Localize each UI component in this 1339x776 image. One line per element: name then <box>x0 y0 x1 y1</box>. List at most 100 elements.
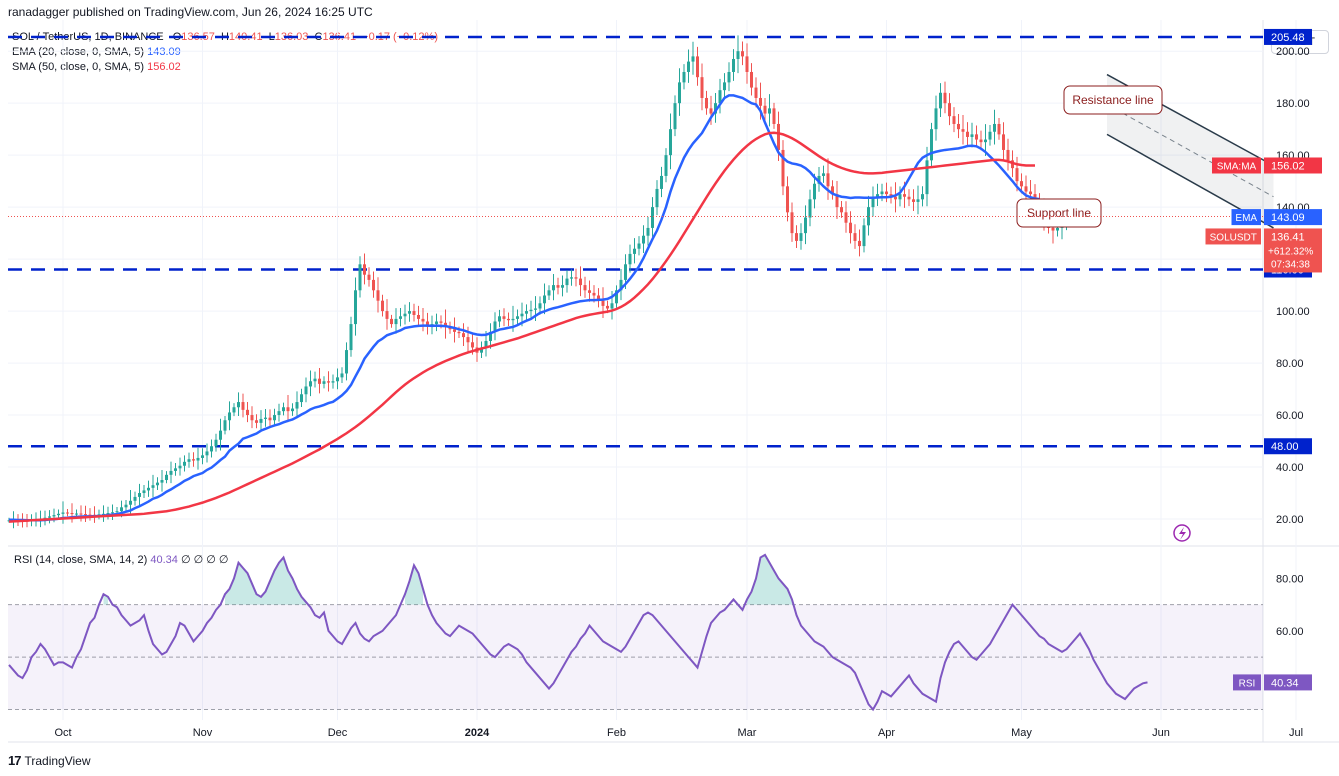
candle-body[interactable] <box>565 278 569 286</box>
candle-body[interactable] <box>853 233 857 241</box>
candle-body[interactable] <box>642 235 645 244</box>
candle-body[interactable] <box>628 253 632 265</box>
candle-body[interactable] <box>1020 181 1023 187</box>
candle-body[interactable] <box>484 340 488 348</box>
candle-body[interactable] <box>633 248 636 254</box>
candle-body[interactable] <box>358 264 362 291</box>
candle-body[interactable] <box>106 513 110 515</box>
candle-body[interactable] <box>129 500 132 505</box>
tradingview-footer[interactable]: 17 TradingView <box>8 753 91 768</box>
price-tag[interactable] <box>1205 228 1262 245</box>
candle-body[interactable] <box>961 129 965 132</box>
candle-body[interactable] <box>907 196 911 200</box>
candle-body[interactable] <box>601 300 605 306</box>
candle-body[interactable] <box>232 407 236 413</box>
candle-body[interactable] <box>282 407 285 412</box>
candle-body[interactable] <box>318 378 321 384</box>
candle-body[interactable] <box>124 504 128 508</box>
candle-body[interactable] <box>615 290 618 304</box>
candle-body[interactable] <box>385 311 389 319</box>
candle-body[interactable] <box>943 92 947 104</box>
candle-body[interactable] <box>327 381 330 383</box>
candle-body[interactable] <box>687 61 690 72</box>
candle-body[interactable] <box>750 71 753 88</box>
candle-body[interactable] <box>237 402 240 408</box>
candle-body[interactable] <box>795 233 798 241</box>
price-value-box[interactable] <box>1264 209 1322 226</box>
candle-body[interactable] <box>831 186 834 195</box>
candle-body[interactable] <box>682 71 686 83</box>
candle-body[interactable] <box>268 417 272 421</box>
candle-body[interactable] <box>241 402 245 410</box>
candle-body[interactable] <box>138 493 141 497</box>
candle-body[interactable] <box>898 194 902 200</box>
candle-body[interactable] <box>592 292 596 296</box>
candle-body[interactable] <box>156 482 159 486</box>
candle-body[interactable] <box>102 513 105 515</box>
candle-body[interactable] <box>399 316 402 319</box>
candle-body[interactable] <box>120 507 123 512</box>
candle-body[interactable] <box>313 378 317 382</box>
candle-body[interactable] <box>421 318 425 322</box>
candle-body[interactable] <box>367 274 371 280</box>
candle-body[interactable] <box>75 513 78 515</box>
candle-body[interactable] <box>916 199 920 202</box>
candle-body[interactable] <box>538 303 542 309</box>
support-annotation-box[interactable] <box>1016 198 1102 228</box>
candle-body[interactable] <box>160 480 164 483</box>
candle-body[interactable] <box>426 321 429 327</box>
candle-body[interactable] <box>408 311 411 314</box>
candle-body[interactable] <box>79 513 83 515</box>
candle-body[interactable] <box>61 512 65 514</box>
candle-body[interactable] <box>192 459 195 461</box>
candle-body[interactable] <box>777 123 780 150</box>
candle-body[interactable] <box>340 373 344 378</box>
candle-body[interactable] <box>489 331 492 341</box>
candle-body[interactable] <box>597 295 600 301</box>
candle-body[interactable] <box>718 90 722 104</box>
candle-body[interactable] <box>246 409 249 416</box>
candle-body[interactable] <box>858 240 861 247</box>
candle-body[interactable] <box>165 474 168 481</box>
candle-body[interactable] <box>66 512 69 514</box>
candle-body[interactable] <box>363 264 366 275</box>
candle-body[interactable] <box>844 212 848 223</box>
sma-legend[interactable]: SMA (50, close, 0, SMA, 5) 156.02 <box>12 61 181 73</box>
candle-body[interactable] <box>723 82 726 91</box>
candle-body[interactable] <box>183 461 186 466</box>
candle-body[interactable] <box>439 321 443 323</box>
sma-line[interactable] <box>8 131 1036 523</box>
candle-body[interactable] <box>754 87 758 98</box>
candle-body[interactable] <box>543 295 546 304</box>
candle-body[interactable] <box>948 103 951 117</box>
candle-body[interactable] <box>286 407 290 412</box>
candle-body[interactable] <box>309 381 312 387</box>
candle-body[interactable] <box>561 285 564 288</box>
candle-body[interactable] <box>786 186 789 213</box>
candle-body[interactable] <box>151 485 155 488</box>
candle-body[interactable] <box>709 108 713 114</box>
level-price-label[interactable] <box>1264 28 1312 45</box>
candle-body[interactable] <box>619 279 623 291</box>
candle-body[interactable] <box>930 129 933 161</box>
candle-body[interactable] <box>588 290 591 293</box>
candle-body[interactable] <box>997 123 1001 135</box>
candle-body[interactable] <box>48 516 51 518</box>
candle-body[interactable] <box>322 381 326 384</box>
candle-body[interactable] <box>1051 227 1055 231</box>
candle-body[interactable] <box>966 131 969 137</box>
candle-body[interactable] <box>84 514 87 516</box>
candle-body[interactable] <box>97 514 101 516</box>
candle-body[interactable] <box>331 381 335 383</box>
candle-body[interactable] <box>727 71 731 83</box>
candle-body[interactable] <box>912 199 915 202</box>
candle-body[interactable] <box>660 175 663 189</box>
candle-body[interactable] <box>174 468 177 471</box>
candle-body[interactable] <box>498 316 501 322</box>
rsi-legend[interactable]: RSI (14, close, SMA, 14, 2) 40.34 ∅ ∅ ∅ … <box>14 553 228 566</box>
candle-body[interactable] <box>867 207 870 226</box>
candle-body[interactable] <box>583 285 587 291</box>
candle-body[interactable] <box>952 116 956 124</box>
candle-body[interactable] <box>790 212 794 234</box>
